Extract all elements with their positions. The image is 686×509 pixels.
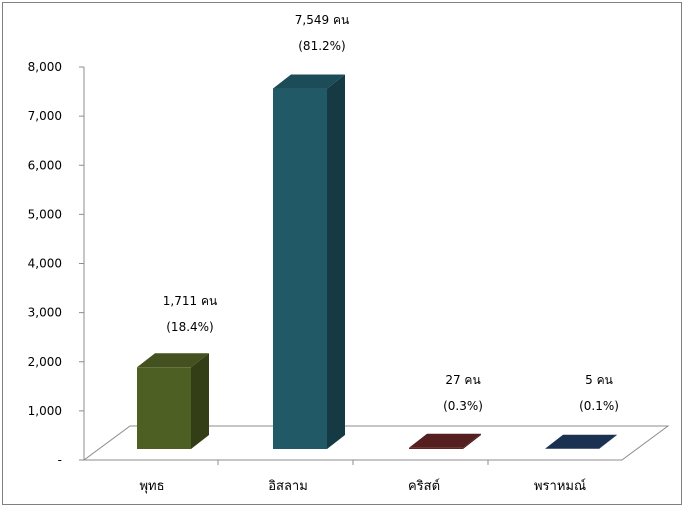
bar-top xyxy=(273,74,345,89)
y-tick-label: 5,000 xyxy=(28,207,62,221)
bar-front xyxy=(409,447,463,449)
bar-top xyxy=(545,434,617,449)
y-tick-label: 3,000 xyxy=(28,306,62,320)
x-category-label: พราหมณ์ xyxy=(534,478,586,494)
bar xyxy=(409,433,481,449)
data-label-percent: (0.1%) xyxy=(579,399,619,413)
data-label-count: 27 คน xyxy=(445,373,480,387)
bar-top xyxy=(409,433,481,448)
y-tick-label: 7,000 xyxy=(28,109,62,123)
data-label-percent: (0.3%) xyxy=(443,399,483,413)
data-label-count: 1,711 คน xyxy=(163,294,217,308)
bar-front xyxy=(137,367,191,449)
bar-front xyxy=(273,88,327,449)
x-category-label: อิสลาม xyxy=(268,479,308,494)
y-tick-label: - xyxy=(58,453,62,467)
chart-floor xyxy=(82,425,670,461)
bar-side xyxy=(327,74,345,449)
y-tick-label: 1,000 xyxy=(28,404,62,418)
bar xyxy=(545,434,617,449)
y-tick-label: 2,000 xyxy=(28,355,62,369)
bar xyxy=(137,353,209,449)
bar-side xyxy=(599,434,617,449)
x-category-label: คริสต์ xyxy=(408,478,440,494)
bar-side xyxy=(191,353,209,449)
data-label-count: 7,549 คน xyxy=(295,13,349,27)
data-label-percent: (81.2%) xyxy=(298,39,345,53)
y-tick-label: 6,000 xyxy=(28,158,62,172)
y-tick-label: 8,000 xyxy=(28,60,62,74)
data-label-count: 5 คน xyxy=(585,373,613,387)
bar-top xyxy=(137,353,209,368)
bar xyxy=(273,74,345,449)
bar-side xyxy=(463,433,481,449)
data-label-percent: (18.4%) xyxy=(166,320,213,334)
y-tick-label: 4,000 xyxy=(28,257,62,271)
x-category-label: พุทธ xyxy=(139,479,164,494)
